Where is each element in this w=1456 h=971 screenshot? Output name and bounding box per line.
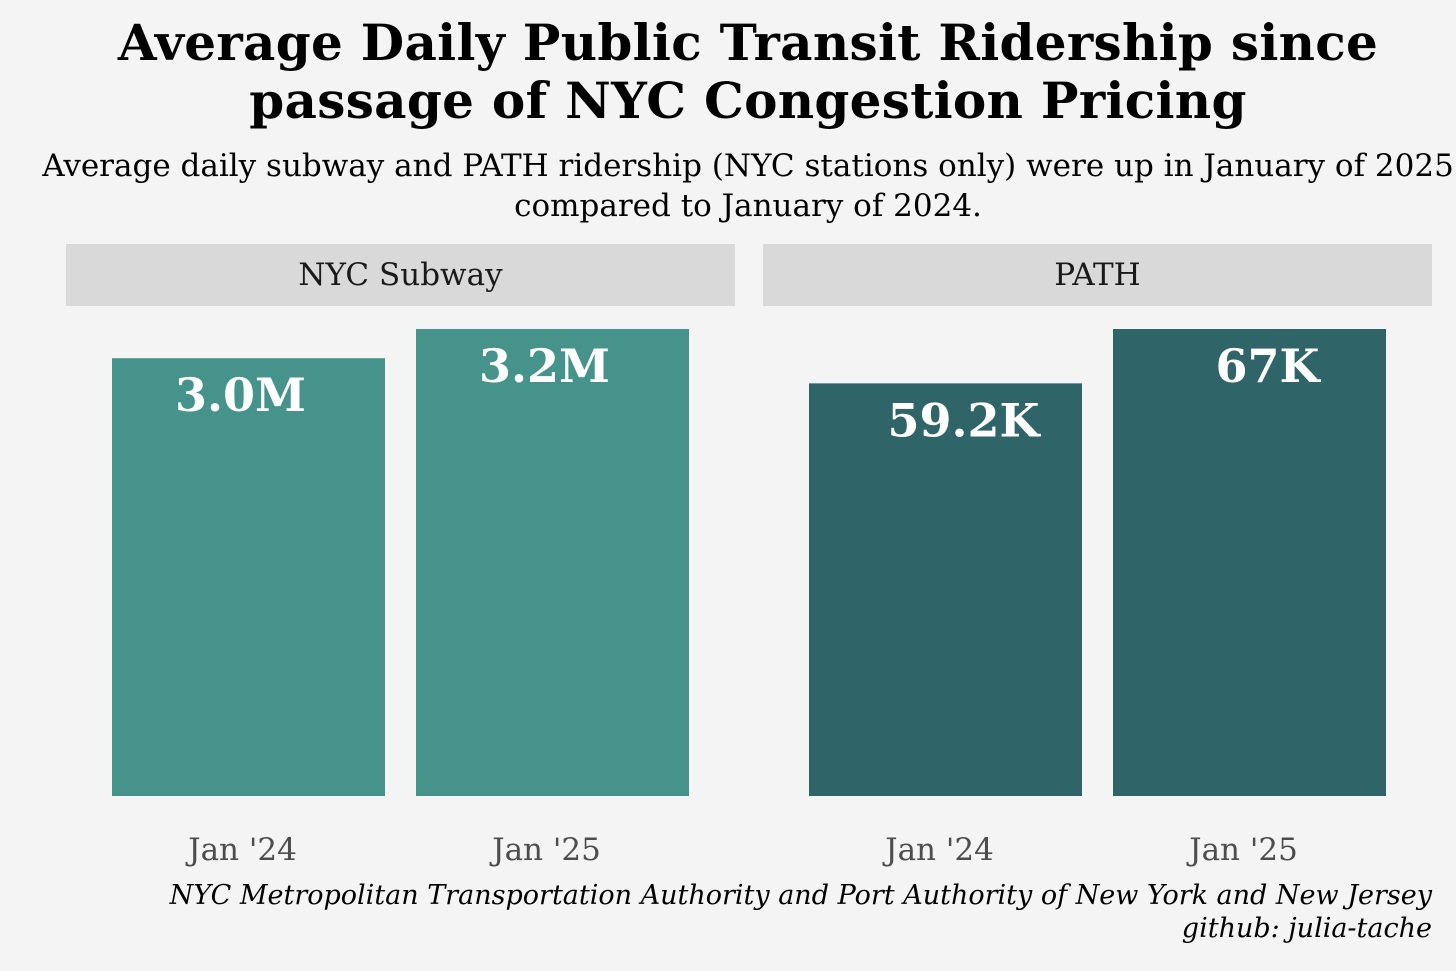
panel-strip-nyc-subway: NYC Subway — [66, 244, 735, 306]
bar-nyc-subway-0 — [112, 358, 385, 796]
x-tick-label-path-1: Jan '25 — [1186, 832, 1298, 868]
credit-caption: github: julia-tache — [1181, 913, 1432, 944]
x-tick-label-path-0: Jan '24 — [882, 832, 994, 868]
panel-strip-path: PATH — [763, 244, 1432, 306]
bar-nyc-subway-1 — [416, 329, 689, 796]
bar-path-0 — [809, 383, 1082, 796]
value-label-path-1: 67K — [1216, 339, 1322, 393]
value-label-nyc-subway-1: 3.2M — [479, 339, 610, 393]
bar-path-1 — [1113, 329, 1386, 796]
source-caption: NYC Metropolitan Transportation Authorit… — [169, 880, 1432, 911]
chart-subtitle: Average daily subway and PATH ridership … — [42, 148, 1454, 224]
value-label-path-0: 59.2K — [887, 393, 1041, 447]
chart-title: Average Daily Public Transit Ridership s… — [117, 13, 1379, 130]
x-tick-label-nyc-subway-1: Jan '25 — [489, 832, 601, 868]
x-tick-label-nyc-subway-0: Jan '24 — [185, 832, 297, 868]
value-label-nyc-subway-0: 3.0M — [175, 368, 306, 422]
